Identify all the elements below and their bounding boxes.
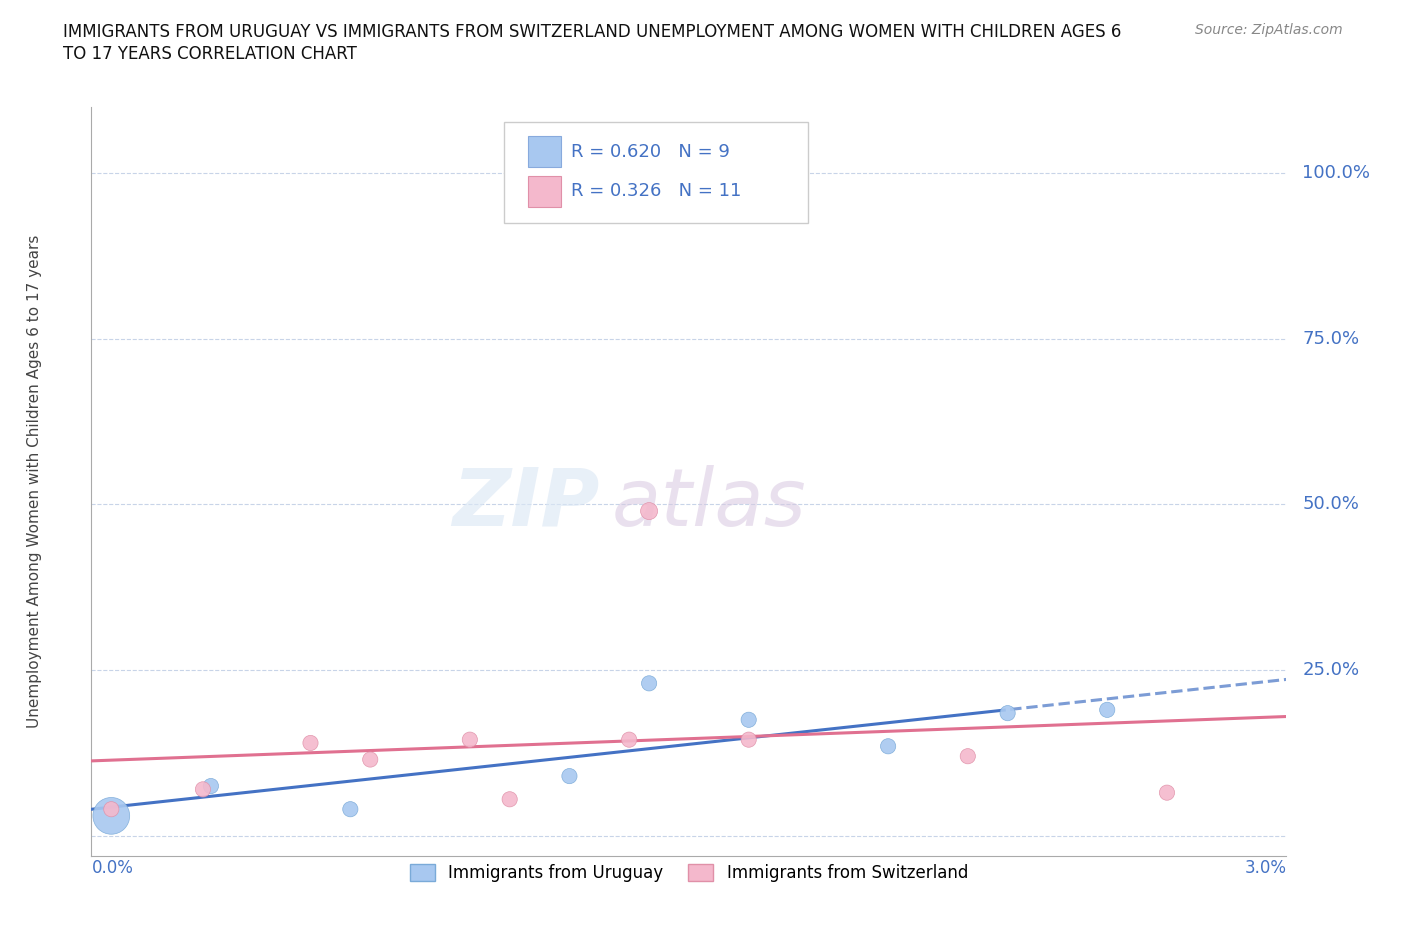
- Point: [956, 749, 979, 764]
- Text: Source: ZipAtlas.com: Source: ZipAtlas.com: [1195, 23, 1343, 37]
- Point: [997, 706, 1019, 721]
- Point: [359, 752, 381, 767]
- Text: TO 17 YEARS CORRELATION CHART: TO 17 YEARS CORRELATION CHART: [63, 45, 357, 62]
- Text: ZIP: ZIP: [451, 465, 599, 543]
- Point: [737, 712, 759, 727]
- Point: [100, 808, 122, 823]
- Point: [499, 791, 522, 806]
- Point: [737, 732, 759, 747]
- Point: [100, 802, 122, 817]
- FancyBboxPatch shape: [527, 176, 561, 206]
- Text: 50.0%: 50.0%: [1302, 496, 1360, 513]
- Point: [200, 778, 222, 793]
- Point: [638, 676, 661, 691]
- Text: Unemployment Among Women with Children Ages 6 to 17 years: Unemployment Among Women with Children A…: [27, 234, 42, 728]
- Point: [191, 782, 214, 797]
- Text: 25.0%: 25.0%: [1302, 661, 1360, 679]
- Point: [558, 769, 581, 784]
- Point: [339, 802, 361, 817]
- Text: R = 0.620   N = 9: R = 0.620 N = 9: [571, 143, 730, 161]
- Text: 100.0%: 100.0%: [1302, 165, 1371, 182]
- Text: R = 0.326   N = 11: R = 0.326 N = 11: [571, 182, 741, 200]
- Point: [877, 738, 900, 753]
- Text: 75.0%: 75.0%: [1302, 330, 1360, 348]
- Point: [1156, 785, 1178, 800]
- Point: [619, 732, 641, 747]
- Text: 0.0%: 0.0%: [91, 859, 134, 877]
- Text: atlas: atlas: [612, 465, 806, 543]
- Point: [1097, 702, 1119, 717]
- Text: 3.0%: 3.0%: [1244, 859, 1286, 877]
- Text: IMMIGRANTS FROM URUGUAY VS IMMIGRANTS FROM SWITZERLAND UNEMPLOYMENT AMONG WOMEN : IMMIGRANTS FROM URUGUAY VS IMMIGRANTS FR…: [63, 23, 1122, 41]
- FancyBboxPatch shape: [527, 137, 561, 167]
- FancyBboxPatch shape: [503, 122, 808, 223]
- Point: [638, 504, 661, 519]
- Point: [299, 736, 322, 751]
- Point: [458, 732, 481, 747]
- Legend: Immigrants from Uruguay, Immigrants from Switzerland: Immigrants from Uruguay, Immigrants from…: [404, 857, 974, 888]
